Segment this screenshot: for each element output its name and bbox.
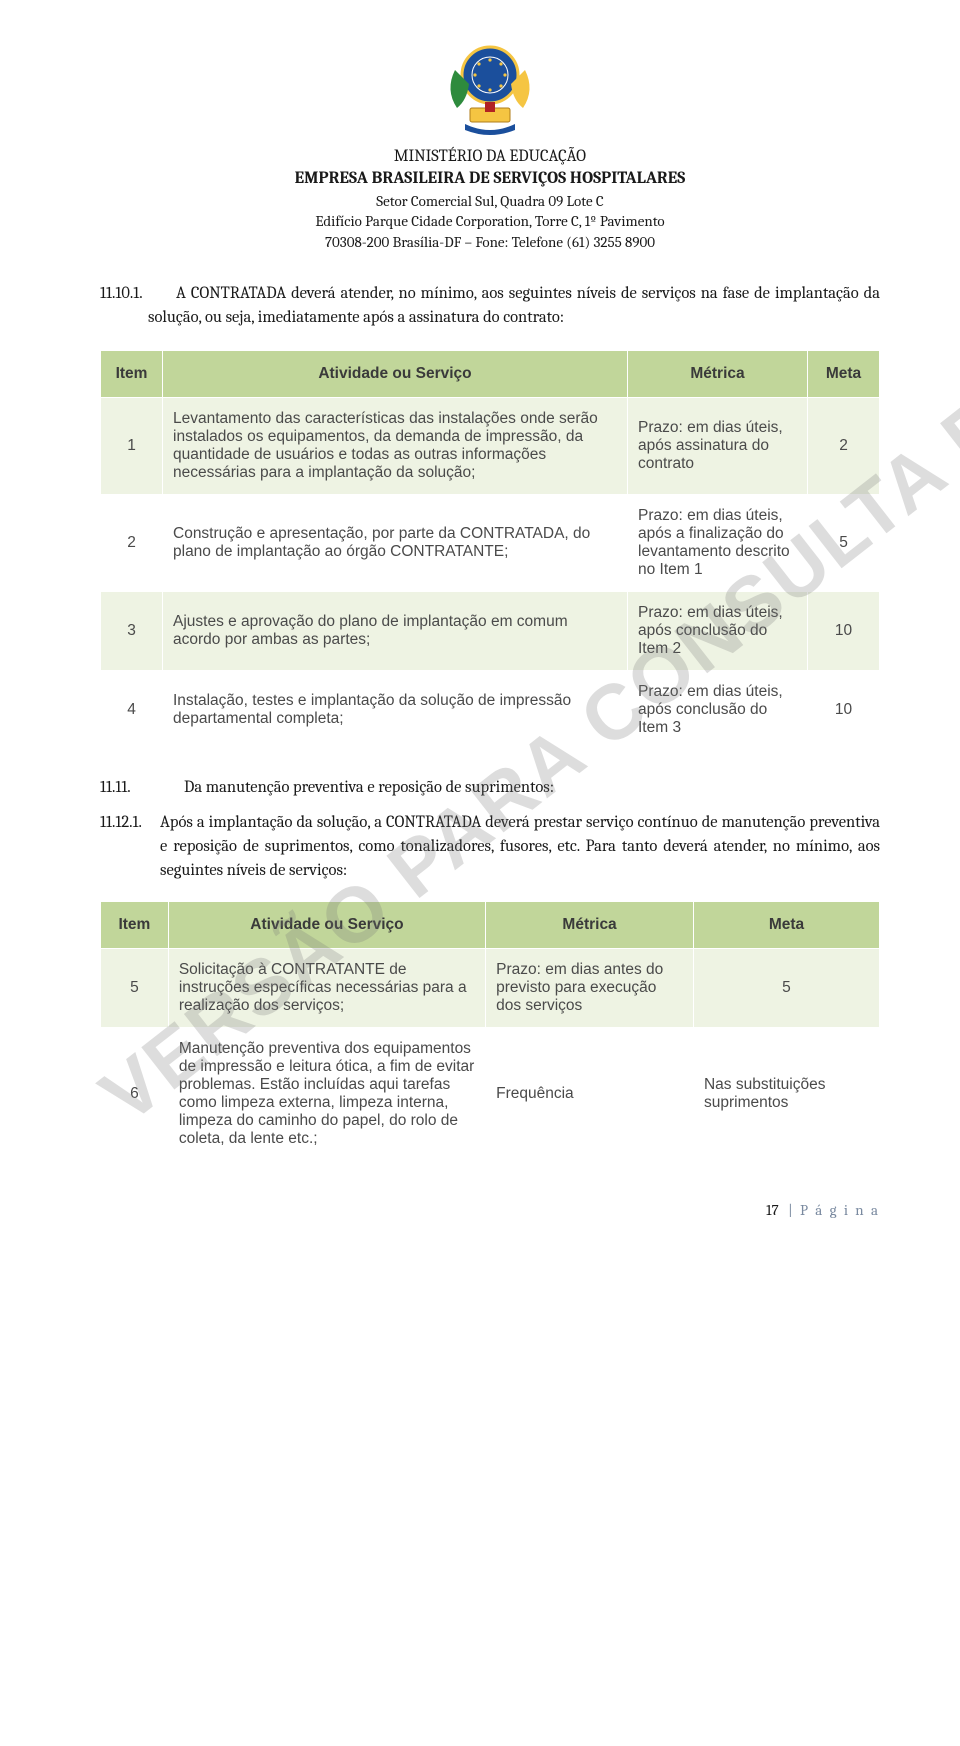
table-row: 4 Instalação, testes e implantação da so… (101, 670, 880, 749)
t1-r1-metric: Prazo: em dias úteis, após a finalização… (628, 494, 808, 591)
section-title: Da manutenção preventiva e reposição de … (184, 778, 554, 797)
t1-r3-meta: 10 (808, 670, 880, 749)
t1-header-meta: Meta (808, 350, 880, 397)
t2-r1-item: 6 (101, 1027, 169, 1160)
t2-r0-activity: Solicitação à CONTRATANTE de instruções … (168, 948, 485, 1027)
company-line: EMPRESA BRASILEIRA DE SERVIÇOS HOSPITALA… (100, 168, 880, 191)
t2-header-metric: Métrica (486, 901, 694, 948)
t1-header-activity: Atividade ou Serviço (163, 350, 628, 397)
page-number: 17 (766, 1201, 778, 1219)
t1-r0-metric: Prazo: em dias úteis, após assinatura do… (628, 397, 808, 494)
services-table-2: Item Atividade ou Serviço Métrica Meta 5… (100, 901, 880, 1161)
t1-r3-item: 4 (101, 670, 163, 749)
t1-r2-item: 3 (101, 591, 163, 670)
intro-number: 11.10.1. (100, 282, 176, 306)
page-footer: 17 | P á g i n a (100, 1201, 880, 1219)
sub-paragraph: 11.12.1.Após a implantação da solução, a… (100, 811, 880, 883)
services-table-1: Item Atividade ou Serviço Métrica Meta 1… (100, 350, 880, 750)
address-line-1: Setor Comercial Sul, Quadra 09 Lote C (100, 191, 880, 211)
t1-r2-activity: Ajustes e aprovação do plano de implanta… (163, 591, 628, 670)
table-row: 3 Ajustes e aprovação do plano de implan… (101, 591, 880, 670)
table-row: 2 Construção e apresentação, por parte d… (101, 494, 880, 591)
address-line-2: Edifício Parque Cidade Corporation, Torr… (100, 211, 880, 231)
t1-header-item: Item (101, 350, 163, 397)
table-row: 1 Levantamento das características das i… (101, 397, 880, 494)
t1-r0-meta: 2 (808, 397, 880, 494)
t1-header-metric: Métrica (628, 350, 808, 397)
subpara-number: 11.12.1. (100, 811, 160, 835)
section-heading: 11.11.Da manutenção preventiva e reposiç… (100, 778, 880, 797)
t1-r2-meta: 10 (808, 591, 880, 670)
t1-r0-activity: Levantamento das características das ins… (163, 397, 628, 494)
t2-header-activity: Atividade ou Serviço (168, 901, 485, 948)
t1-r1-meta: 5 (808, 494, 880, 591)
t2-r1-activity: Manutenção preventiva dos equipamentos d… (168, 1027, 485, 1160)
t1-r2-metric: Prazo: em dias úteis, após conclusão do … (628, 591, 808, 670)
intro-text: A CONTRATADA deverá atender, no mínimo, … (148, 284, 880, 327)
intro-paragraph: 11.10.1.A CONTRATADA deverá atender, no … (100, 282, 880, 330)
subpara-text: Após a implantação da solução, a CONTRAT… (160, 813, 880, 880)
t1-r3-activity: Instalação, testes e implantação da solu… (163, 670, 628, 749)
t2-r0-metric: Prazo: em dias antes do previsto para ex… (486, 948, 694, 1027)
t2-r0-item: 5 (101, 948, 169, 1027)
t2-r1-metric: Frequência (486, 1027, 694, 1160)
address-line-3: 70308-200 Brasília-DF – Fone: Telefone (… (100, 232, 880, 252)
t1-r0-item: 1 (101, 397, 163, 494)
t2-header-meta: Meta (693, 901, 879, 948)
t1-r1-item: 2 (101, 494, 163, 591)
letterhead: MINISTÉRIO DA EDUCAÇÃO EMPRESA BRASILEIR… (100, 146, 880, 252)
table-row: 5 Solicitação à CONTRATANTE de instruçõe… (101, 948, 880, 1027)
ministry-line: MINISTÉRIO DA EDUCAÇÃO (100, 146, 880, 168)
national-seal-icon (100, 30, 880, 140)
t2-header-item: Item (101, 901, 169, 948)
section-number: 11.11. (100, 778, 184, 797)
t2-r1-meta: Nas substituições suprimentos (693, 1027, 879, 1160)
t2-r0-meta: 5 (693, 948, 879, 1027)
table-row: 6 Manutenção preventiva dos equipamentos… (101, 1027, 880, 1160)
t1-r1-activity: Construção e apresentação, por parte da … (163, 494, 628, 591)
page-label: | P á g i n a (788, 1201, 880, 1219)
t1-r3-metric: Prazo: em dias úteis, após conclusão do … (628, 670, 808, 749)
